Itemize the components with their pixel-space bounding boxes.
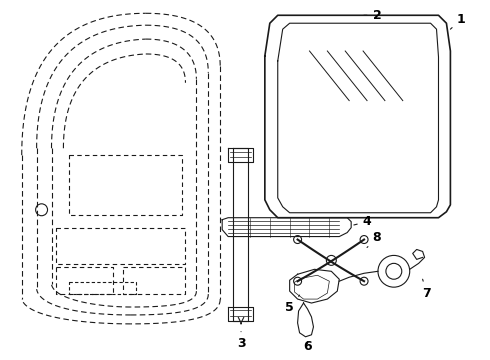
Text: 8: 8 — [367, 231, 381, 247]
Text: 3: 3 — [237, 332, 245, 350]
Text: 5: 5 — [285, 295, 299, 314]
Text: 4: 4 — [354, 215, 371, 228]
Text: 7: 7 — [422, 279, 431, 300]
Text: 1: 1 — [450, 13, 465, 29]
Text: 6: 6 — [303, 340, 312, 353]
Text: 2: 2 — [364, 9, 381, 22]
